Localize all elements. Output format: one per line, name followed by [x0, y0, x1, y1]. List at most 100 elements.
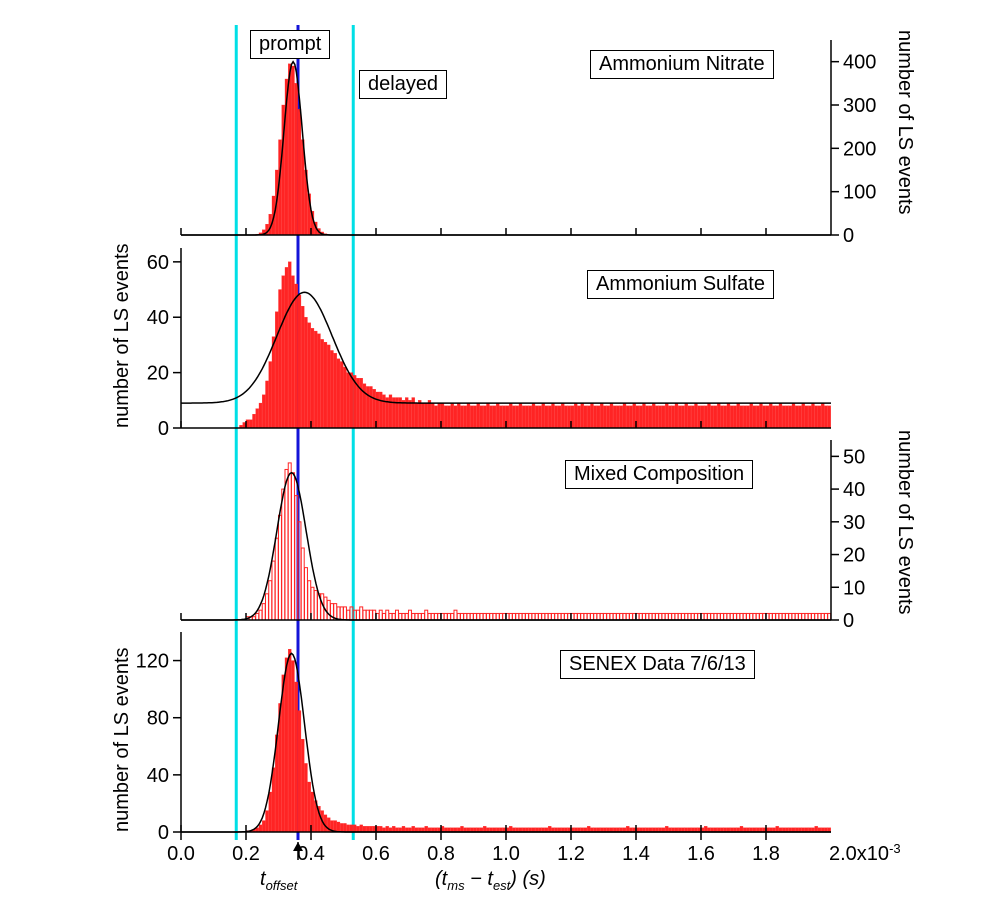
bar — [483, 406, 486, 428]
x-tick-label: 1.0 — [492, 843, 520, 865]
bar — [734, 406, 737, 428]
bar — [812, 613, 815, 620]
x-tick-label: 1.6 — [687, 843, 715, 865]
bar — [285, 267, 288, 428]
bar — [714, 406, 717, 428]
bar — [815, 406, 818, 428]
bar — [688, 613, 691, 620]
bar — [337, 822, 340, 832]
bar — [464, 406, 467, 428]
bar — [639, 613, 642, 620]
bar — [818, 613, 821, 620]
bar — [769, 403, 772, 428]
bar — [493, 613, 496, 620]
bar — [587, 613, 590, 620]
bar — [383, 613, 386, 620]
bar — [295, 496, 298, 620]
bar — [392, 826, 395, 832]
bar — [610, 613, 613, 620]
bar — [282, 489, 285, 620]
bar — [519, 613, 522, 620]
bar — [363, 826, 366, 832]
bar — [360, 825, 363, 832]
bar — [344, 607, 347, 620]
svg-text:40: 40 — [147, 765, 169, 787]
bar — [691, 613, 694, 620]
bar — [425, 403, 428, 428]
bar — [269, 792, 272, 832]
bar — [607, 406, 610, 428]
bar — [769, 613, 772, 620]
bar — [665, 403, 668, 428]
bar — [370, 386, 373, 428]
bar — [487, 403, 490, 428]
bar — [493, 406, 496, 428]
bar — [448, 613, 451, 620]
bar — [659, 613, 662, 620]
bar — [477, 403, 480, 428]
bar — [324, 815, 327, 832]
bar — [379, 392, 382, 428]
svg-text:2.0x10-3: 2.0x10-3 — [829, 841, 901, 866]
bar — [649, 406, 652, 428]
bar — [451, 403, 454, 428]
bar — [695, 403, 698, 428]
bar — [789, 613, 792, 620]
bar — [305, 763, 308, 832]
bar — [461, 613, 464, 620]
bar — [418, 400, 421, 428]
bar — [682, 406, 685, 428]
bar — [565, 406, 568, 428]
bar — [561, 403, 564, 428]
bar — [815, 826, 818, 832]
bar — [630, 406, 633, 428]
bar — [737, 403, 740, 428]
bar — [685, 613, 688, 620]
bar — [594, 613, 597, 620]
bar — [405, 398, 408, 428]
bar — [652, 403, 655, 428]
bar — [529, 613, 532, 620]
bar — [334, 821, 337, 832]
bar — [584, 406, 587, 428]
bar — [805, 613, 808, 620]
bar — [422, 403, 425, 428]
bar — [646, 613, 649, 620]
bar — [522, 406, 525, 428]
bar — [558, 613, 561, 620]
bar — [805, 406, 808, 428]
bar — [327, 345, 330, 428]
bar — [295, 83, 298, 235]
bar — [591, 403, 594, 428]
svg-text:400: 400 — [843, 52, 876, 74]
bar — [415, 613, 418, 620]
bar — [405, 613, 408, 620]
bar — [461, 826, 464, 832]
bar — [652, 613, 655, 620]
bar — [272, 768, 275, 832]
svg-text:50: 50 — [843, 446, 865, 468]
svg-text:100: 100 — [843, 182, 876, 204]
bar — [656, 613, 659, 620]
bar — [704, 406, 707, 428]
bar — [815, 613, 818, 620]
bar — [396, 610, 399, 620]
bar — [808, 613, 811, 620]
bar — [340, 823, 343, 832]
bar — [548, 826, 551, 832]
bar — [675, 403, 678, 428]
bar — [350, 825, 353, 832]
bar — [578, 406, 581, 428]
bar — [821, 613, 824, 620]
bar — [662, 406, 665, 428]
bar — [301, 306, 304, 428]
bar — [561, 613, 564, 620]
bar — [298, 711, 301, 832]
bar — [513, 406, 516, 428]
bar — [734, 613, 737, 620]
bar — [737, 613, 740, 620]
bar — [659, 406, 662, 428]
bar — [708, 613, 711, 620]
bar — [587, 826, 590, 832]
bar — [662, 613, 665, 620]
